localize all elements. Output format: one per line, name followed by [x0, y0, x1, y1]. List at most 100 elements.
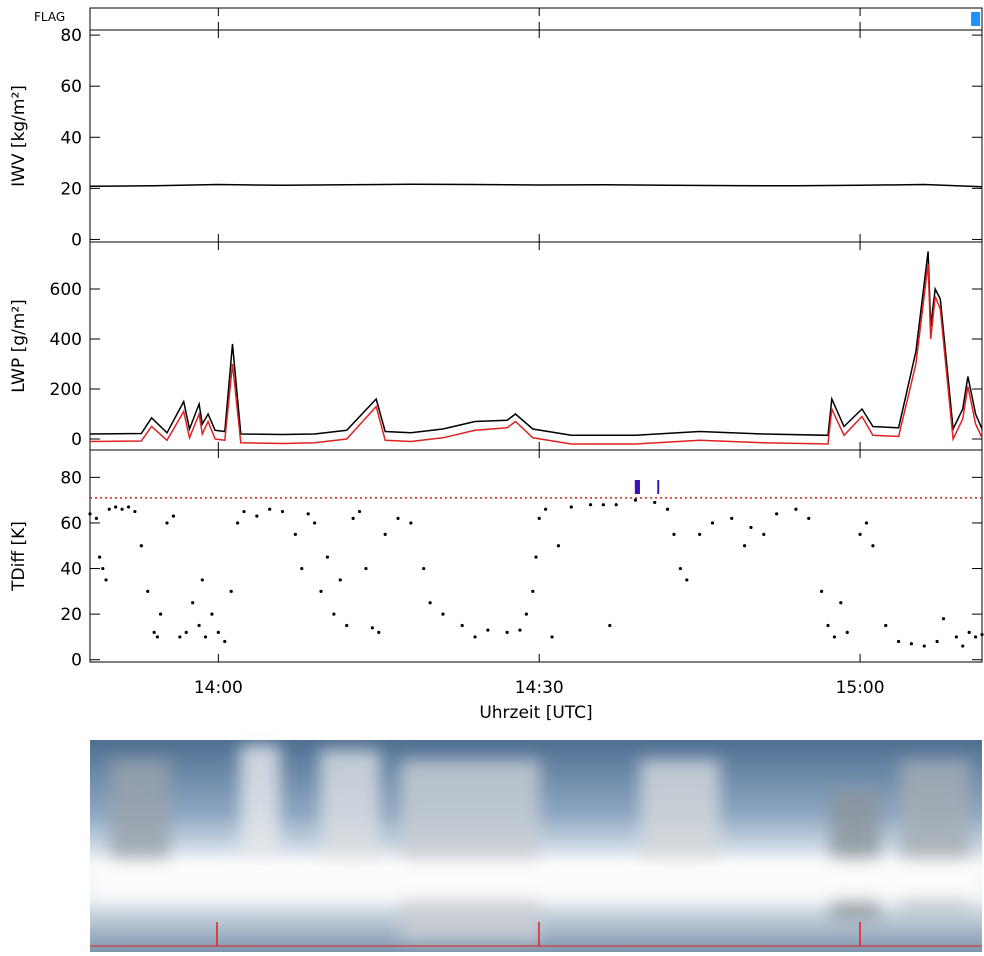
- data-point: [351, 516, 355, 520]
- data-point: [896, 639, 901, 644]
- data-point: [794, 507, 798, 511]
- data-point: [313, 521, 317, 525]
- data-point: [807, 516, 811, 520]
- data-point: [165, 521, 169, 525]
- data-point: [961, 644, 965, 648]
- data-point: [486, 628, 490, 632]
- data-point: [223, 639, 227, 644]
- data-point: [155, 635, 159, 639]
- data-point: [98, 555, 102, 559]
- data-line: [89, 263, 983, 445]
- data-point: [941, 617, 946, 621]
- data-point: [973, 635, 978, 639]
- data-point: [396, 516, 400, 520]
- data-point: [139, 544, 143, 548]
- data-point: [203, 635, 208, 639]
- sky-image: [90, 740, 982, 952]
- data-point: [216, 630, 220, 634]
- data-point: [345, 623, 349, 628]
- data-point: [608, 623, 612, 628]
- data-point: [775, 512, 779, 516]
- panel-frame: [89, 29, 983, 243]
- data-point: [762, 532, 766, 536]
- data-point: [94, 516, 99, 520]
- data-point: [672, 532, 676, 536]
- data-point: [422, 566, 426, 571]
- data-point: [88, 512, 92, 516]
- data-point: [229, 589, 233, 593]
- y-axis-label: LWP [g/m²]: [9, 299, 29, 393]
- data-point: [864, 521, 869, 525]
- data-point: [280, 509, 285, 514]
- y-tick-label: 60: [60, 77, 82, 97]
- data-point: [967, 630, 971, 634]
- data-point: [383, 532, 387, 536]
- data-point: [922, 644, 926, 648]
- y-tick-label: 600: [50, 280, 82, 300]
- data-point: [441, 612, 445, 616]
- y-tick-label: 200: [50, 380, 82, 400]
- data-point: [665, 507, 670, 511]
- data-point: [730, 516, 734, 520]
- data-line: [89, 183, 983, 188]
- data-point: [178, 635, 182, 639]
- data-point: [332, 612, 336, 616]
- data-line: [89, 251, 983, 437]
- data-point: [171, 514, 176, 518]
- y-tick-label: 20: [60, 605, 82, 625]
- data-point: [184, 630, 188, 634]
- x-tick-label: 14:00: [194, 678, 243, 698]
- data-point: [749, 525, 753, 530]
- data-point: [210, 612, 214, 616]
- data-point: [601, 503, 605, 507]
- data-point: [319, 589, 323, 593]
- data-point: [569, 505, 573, 509]
- data-point: [293, 532, 297, 536]
- data-point: [235, 521, 240, 525]
- data-point: [871, 544, 875, 548]
- data-point: [909, 642, 914, 646]
- y-tick-label: 0: [71, 651, 82, 671]
- y-tick-label: 80: [60, 26, 82, 46]
- panel-frame: [89, 7, 983, 31]
- data-point: [685, 578, 689, 582]
- data-point: [114, 505, 118, 509]
- data-point: [377, 630, 381, 634]
- data-point: [306, 512, 310, 516]
- data-point: [819, 589, 824, 593]
- data-point: [954, 635, 958, 639]
- data-point: [505, 630, 509, 634]
- data-point: [101, 566, 105, 571]
- data-point: [710, 521, 715, 525]
- flag: [971, 12, 981, 26]
- data-point: [653, 500, 657, 505]
- data-point: [524, 612, 528, 616]
- data-point: [550, 635, 554, 639]
- data-point: [832, 635, 837, 639]
- flag: [657, 480, 660, 494]
- x-tick-label: 15:00: [836, 678, 885, 698]
- data-point: [473, 635, 477, 639]
- data-point: [531, 589, 535, 593]
- data-point: [826, 623, 830, 628]
- data-point: [845, 630, 849, 634]
- data-point: [537, 516, 541, 520]
- flag: [634, 480, 640, 494]
- y-tick-label: 40: [60, 128, 82, 148]
- data-point: [633, 498, 638, 502]
- y-tick-label: 40: [60, 560, 82, 580]
- y-tick-label: 400: [50, 330, 82, 350]
- data-point: [133, 509, 137, 514]
- x-axis-label: Uhrzeit [UTC]: [479, 703, 592, 723]
- data-point: [126, 505, 131, 509]
- y-axis-label: TDiff [K]: [9, 521, 29, 592]
- data-point: [158, 612, 163, 616]
- data-point: [197, 623, 201, 628]
- y-tick-label: 0: [71, 230, 82, 250]
- data-point: [556, 544, 561, 548]
- y-axis-label: IWV [kg/m²]: [9, 85, 29, 187]
- data-point: [534, 555, 538, 559]
- data-point: [980, 633, 984, 637]
- y-tick-label: 80: [60, 468, 82, 488]
